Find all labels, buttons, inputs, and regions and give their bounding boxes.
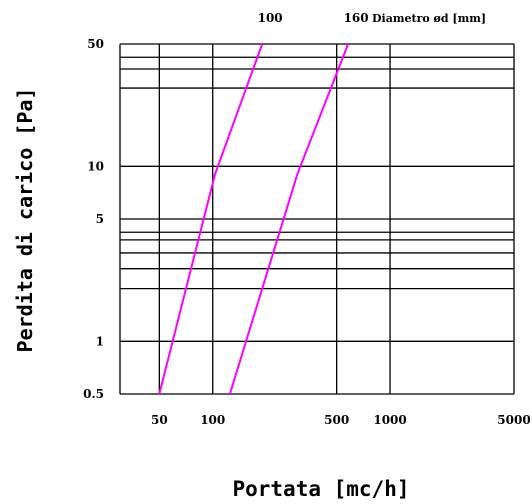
y-tick-label: 0.5 [83, 387, 104, 401]
x-tick-label: 50 [151, 413, 168, 427]
y-tick-label: 50 [87, 37, 104, 51]
series-label-160: 160 [344, 11, 369, 25]
chart-grid [119, 43, 515, 395]
x-tick-label: 5000 [497, 413, 530, 427]
chart-series [158, 43, 350, 395]
y-axis-label: Perdita di carico [Pa] [13, 88, 37, 353]
y-tick-label: 10 [87, 159, 104, 173]
series-line-100 [158, 43, 264, 395]
y-tick-label: 1 [96, 334, 104, 348]
y-tick-labels: 0.5 1 5 10 50 [83, 37, 104, 401]
legend-title: Diametro ød [mm] [372, 12, 486, 25]
chart-legend: Diametro ød [mm] 100 160 [258, 11, 486, 25]
series-line-160 [228, 43, 350, 395]
x-tick-label: 1000 [373, 413, 406, 427]
x-tick-label: 100 [200, 413, 225, 427]
x-tick-label: 500 [324, 413, 349, 427]
x-axis-label: Portata [mc/h] [232, 477, 409, 501]
series-label-100: 100 [258, 11, 283, 25]
x-tick-labels: 50 100 500 1000 5000 [151, 413, 531, 427]
y-tick-label: 5 [96, 212, 104, 226]
